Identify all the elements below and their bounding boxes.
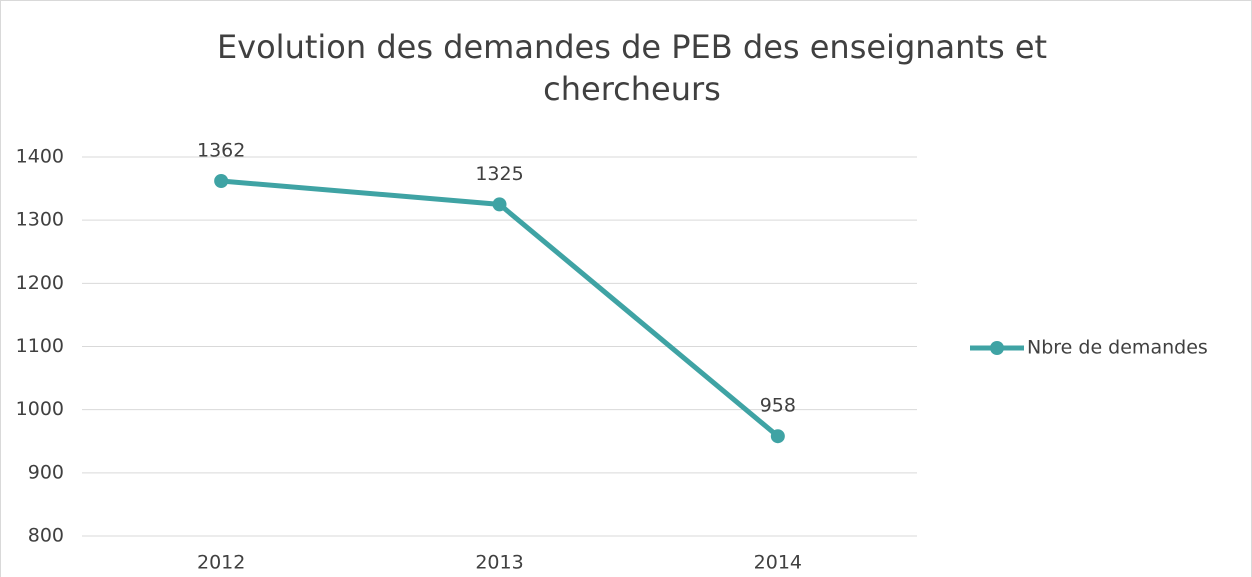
y-tick-label: 1200 <box>16 272 64 294</box>
y-tick-label: 1000 <box>16 398 64 420</box>
x-tick-label: 2013 <box>475 552 523 574</box>
y-tick-label: 1300 <box>16 209 64 231</box>
y-tick-label: 1100 <box>16 335 64 357</box>
data-label: 1362 <box>197 140 245 162</box>
y-tick-label: 900 <box>28 461 64 483</box>
legend-label: Nbre de demandes <box>1027 337 1208 359</box>
point <box>214 174 229 189</box>
legend-marker <box>990 341 1004 355</box>
y-tick-label: 1400 <box>16 146 64 168</box>
data-label: 1325 <box>475 163 523 185</box>
chart-title: Evolution des demandes de PEB des enseig… <box>216 28 1048 108</box>
line <box>220 178 780 439</box>
data-label: 958 <box>760 395 796 417</box>
point <box>492 197 507 212</box>
y-tick-label: 800 <box>28 525 64 547</box>
x-tick-label: 2014 <box>754 552 802 574</box>
x-tick-label: 2012 <box>197 552 245 574</box>
point <box>770 429 785 444</box>
